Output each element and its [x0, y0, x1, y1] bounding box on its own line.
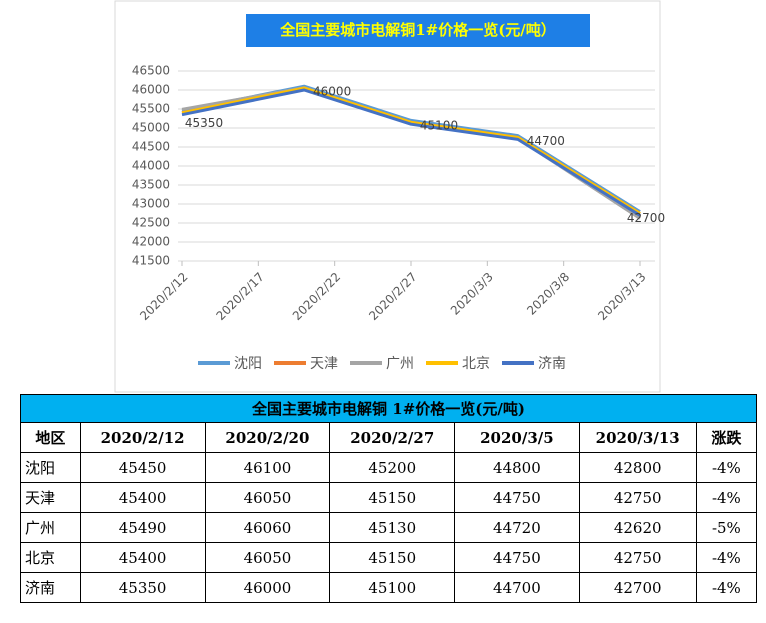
- price-table: 全国主要城市电解铜 1#价格一览(元/吨) 地区 2020/2/12 2020/2/2…: [20, 394, 758, 603]
- table-cell: 45400: [79, 542, 206, 573]
- table-cell: 46050: [204, 542, 331, 573]
- legend-label: 沈阳: [234, 356, 262, 372]
- table-cell: 42750: [578, 482, 697, 513]
- series-line: [181, 86, 641, 215]
- table-cell: 46000: [204, 572, 331, 603]
- table-cell: -5%: [695, 512, 758, 543]
- header-cell: 2020/2/27: [329, 422, 456, 453]
- data-label: 44700: [527, 134, 565, 148]
- table-cell: 44750: [454, 542, 580, 573]
- y-tick-label: 43000: [132, 197, 170, 211]
- table-cell: 45490: [79, 512, 206, 543]
- table-cell: 45400: [79, 482, 206, 513]
- table-row: 天津 45400 46050 45150 44750 42750 -4%: [20, 482, 758, 513]
- table-cell: 广州: [20, 512, 81, 543]
- chart-frame: [114, 0, 661, 393]
- table-cell: 42750: [578, 542, 697, 573]
- header-row: 地区 2020/2/12 2020/2/20 2020/2/27 2020/3/5 202…: [20, 422, 758, 453]
- y-tick-label: 46500: [132, 64, 170, 78]
- data-label: 45100: [420, 119, 458, 133]
- table-row: 济南 45350 46000 45100 44700 42700 -4%: [20, 572, 758, 603]
- header-cell: 2020/3/5: [454, 422, 580, 453]
- table-body: 全国主要城市电解铜 1#价格一览(元/吨) 地区 2020/2/12 2020/2/2…: [20, 394, 758, 603]
- header-cell: 2020/2/20: [204, 422, 331, 453]
- table-cell: -4%: [695, 482, 758, 513]
- y-tick-label: 43500: [132, 178, 170, 192]
- y-tick-label: 46000: [132, 83, 170, 97]
- table-cell: 42800: [578, 452, 697, 483]
- table-cell: 44700: [454, 572, 580, 603]
- table-cell: 45150: [329, 482, 456, 513]
- legend-label: 广州: [386, 356, 414, 372]
- table-row: 沈阳 45450 46100 45200 44800 42800 -4%: [20, 452, 758, 483]
- table-cell: 45100: [329, 572, 456, 603]
- data-label: 42700: [627, 211, 665, 225]
- table-cell: 44720: [454, 512, 580, 543]
- table-cell: 沈阳: [20, 452, 81, 483]
- header-cell: 2020/3/13: [578, 422, 697, 453]
- table-cell: 北京: [20, 542, 81, 573]
- table-title: 全国主要城市电解铜 1#价格一览(元/吨): [20, 394, 757, 423]
- table-row: 北京 45400 46050 45150 44750 42750 -4%: [20, 542, 758, 573]
- table-title-row: 全国主要城市电解铜 1#价格一览(元/吨): [20, 394, 757, 423]
- series-line: [181, 88, 641, 217]
- y-tick-label: 44500: [132, 140, 170, 154]
- data-label: 45350: [185, 116, 223, 130]
- table-cell: 46060: [204, 512, 331, 543]
- table-cell: 济南: [20, 572, 81, 603]
- table-row: 广州 45490 46060 45130 44720 42620 -5%: [20, 512, 758, 543]
- table-cell: 46100: [204, 452, 331, 483]
- chart-title: 全国主要城市电解铜1#价格一览(元/吨）: [279, 21, 556, 39]
- legend-label: 天津: [310, 356, 338, 372]
- legend-label: 北京: [462, 356, 490, 372]
- table-cell: 天津: [20, 482, 81, 513]
- y-tick-label: 45000: [132, 121, 170, 135]
- chart: 全国主要城市电解铜1#价格一览(元/吨） 41500 42000 42500 4300…: [114, 0, 665, 393]
- y-tick-label: 42500: [132, 216, 170, 230]
- y-tick-label: 41500: [132, 254, 170, 268]
- title-box: [246, 14, 590, 47]
- table-cell: -4%: [695, 452, 758, 483]
- legend-label: 济南: [538, 356, 566, 372]
- table-cell: 45450: [79, 452, 206, 483]
- table-cell: 45350: [79, 572, 206, 603]
- table-cell: 45130: [329, 512, 456, 543]
- table-cell: 44750: [454, 482, 580, 513]
- table-cell: 42700: [578, 572, 697, 603]
- table-cell: 42620: [578, 512, 697, 543]
- y-tick-label: 42000: [132, 235, 170, 249]
- y-tick-label: 44000: [132, 159, 170, 173]
- table-cell: 44800: [454, 452, 580, 483]
- header-cell: 涨跌: [695, 422, 758, 453]
- y-tick-label: 45500: [132, 102, 170, 116]
- data-label: 46000: [313, 85, 351, 99]
- table-cell: -4%: [695, 542, 758, 573]
- header-cell: 2020/2/12: [79, 422, 206, 453]
- table-cell: 45200: [329, 452, 456, 483]
- header-cell: 地区: [20, 422, 81, 453]
- table-cell: -4%: [695, 572, 758, 603]
- table-cell: 45150: [329, 542, 456, 573]
- table-cell: 46050: [204, 482, 331, 513]
